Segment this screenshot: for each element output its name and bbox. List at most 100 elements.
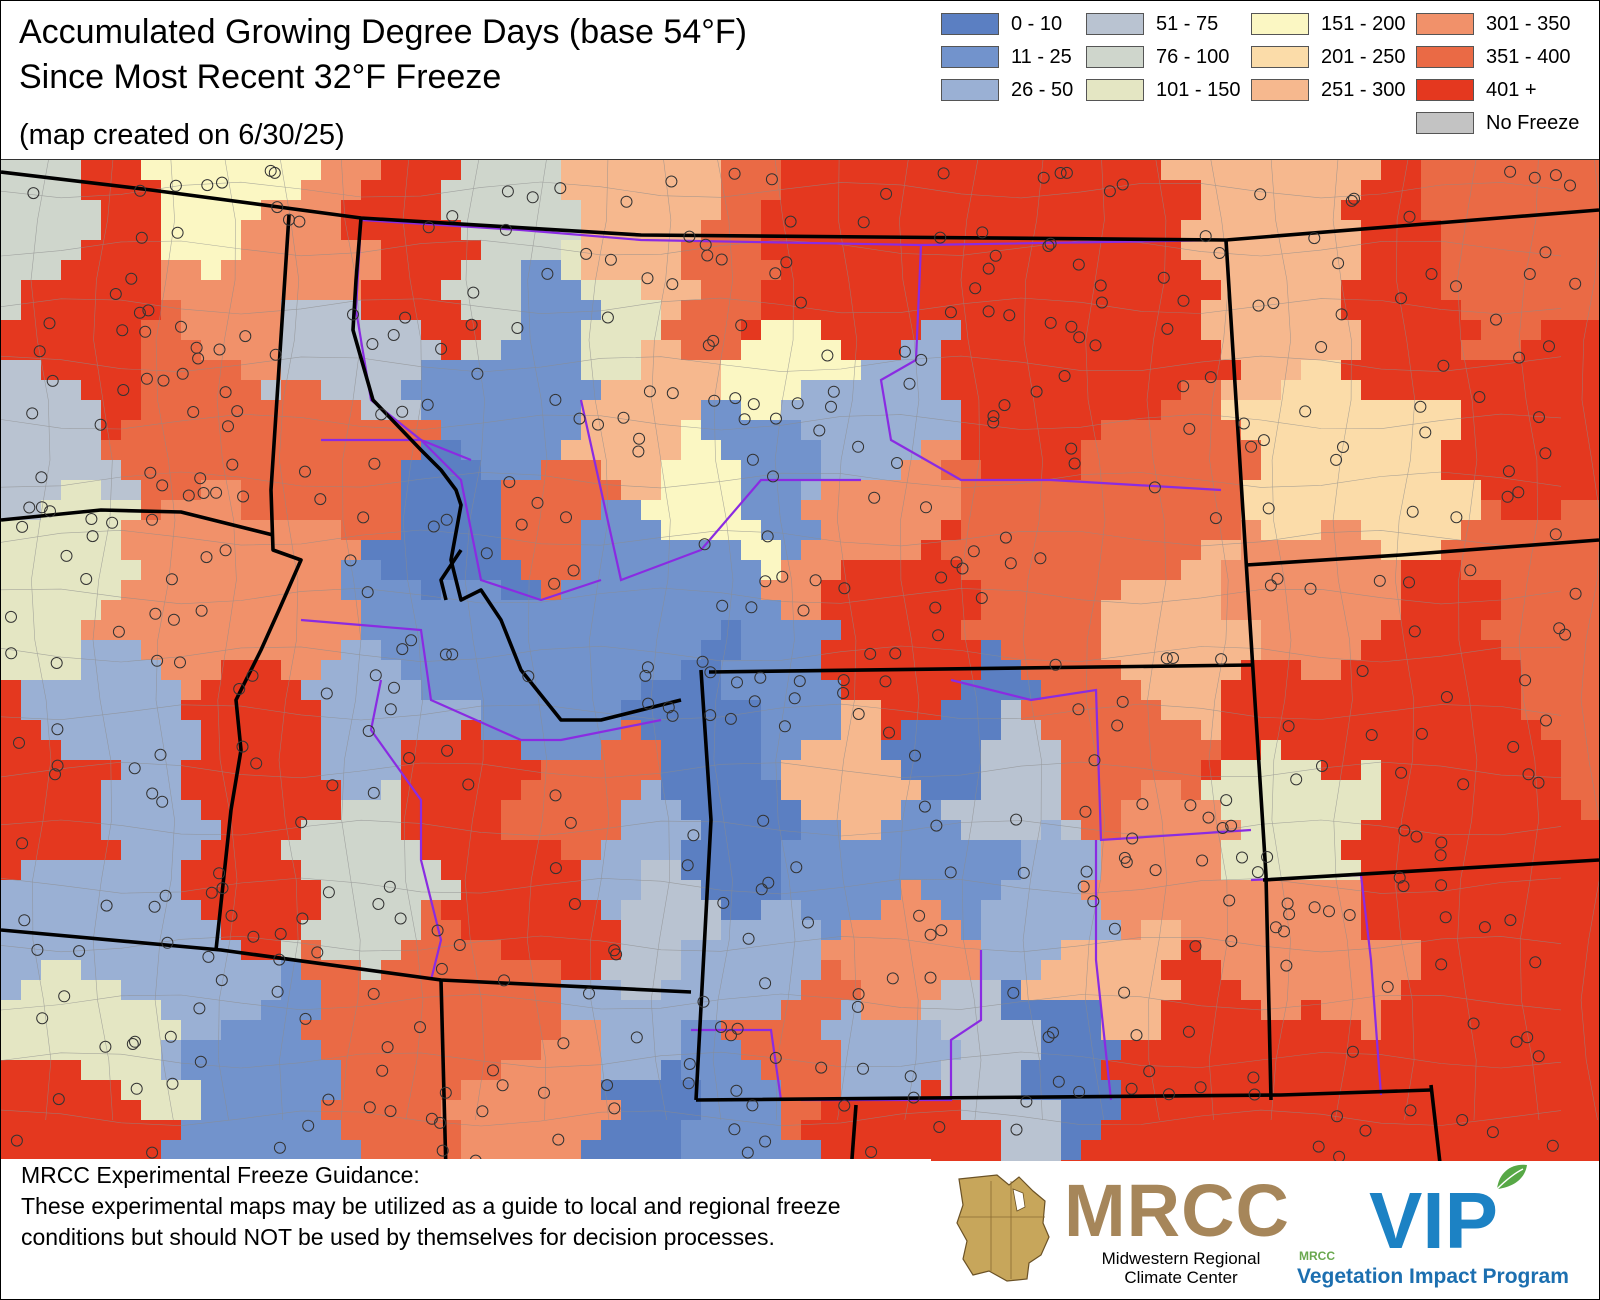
gdd-cell <box>1301 400 1322 421</box>
gdd-cell <box>1021 540 1042 561</box>
gdd-cell <box>501 840 522 861</box>
gdd-cell <box>1181 300 1202 321</box>
gdd-cell <box>881 440 902 461</box>
gdd-cell <box>21 1140 42 1161</box>
gdd-cell <box>901 940 922 961</box>
gdd-cell <box>961 820 982 841</box>
gdd-cell <box>841 500 862 521</box>
gdd-cell <box>1421 300 1442 321</box>
gdd-cell <box>881 1100 902 1121</box>
gdd-cell <box>1541 380 1562 401</box>
gdd-cell <box>1201 440 1222 461</box>
gdd-cell <box>661 380 682 401</box>
gdd-cell <box>1481 1020 1502 1041</box>
gdd-cell <box>581 180 602 201</box>
gdd-cell <box>661 800 682 821</box>
gdd-cell <box>1361 680 1382 701</box>
gdd-cell <box>1241 900 1262 921</box>
gdd-cell <box>1381 600 1402 621</box>
gdd-cell <box>1341 460 1362 481</box>
gdd-cell <box>461 660 482 681</box>
gdd-cell <box>1101 520 1122 541</box>
gdd-cell <box>921 980 942 1001</box>
gdd-cell <box>1041 800 1062 821</box>
gdd-cell <box>1581 760 1599 781</box>
gdd-cell <box>1381 420 1402 441</box>
gdd-cell <box>1101 420 1122 441</box>
gdd-cell <box>321 520 342 541</box>
gdd-cell <box>1101 240 1122 261</box>
station-marker <box>26 407 39 420</box>
gdd-cell <box>1301 900 1322 921</box>
station-marker <box>920 501 932 514</box>
gdd-cell <box>1381 180 1402 201</box>
gdd-cell <box>1541 440 1562 461</box>
gdd-cell <box>1581 480 1599 501</box>
gdd-cell <box>781 400 802 421</box>
gdd-cell <box>141 480 162 501</box>
station-marker <box>1216 822 1229 834</box>
gdd-cell <box>321 900 342 921</box>
gdd-cell <box>301 1020 322 1041</box>
gdd-cell <box>1501 340 1522 361</box>
gdd-cell <box>841 540 862 561</box>
gdd-cell <box>921 860 942 881</box>
gdd-cell <box>41 1040 62 1061</box>
gdd-cell <box>601 640 622 661</box>
gdd-cell <box>681 260 702 281</box>
station-marker <box>302 1119 315 1132</box>
gdd-cell <box>1321 1060 1342 1081</box>
gdd-cell <box>1541 400 1562 421</box>
gdd-cell <box>861 780 882 801</box>
gdd-cell <box>221 280 242 301</box>
gdd-cell <box>1161 460 1182 481</box>
gdd-cell <box>1401 260 1422 281</box>
gdd-cell <box>641 360 662 381</box>
gdd-cell <box>861 320 882 341</box>
gdd-cell <box>1281 220 1302 241</box>
gdd-cell <box>1301 540 1322 561</box>
gdd-cell <box>1301 740 1322 761</box>
gdd-cell <box>121 1040 142 1061</box>
gdd-cell <box>241 240 262 261</box>
gdd-cell <box>1181 160 1202 181</box>
gdd-cell <box>481 280 502 301</box>
gdd-cell <box>1361 1060 1382 1081</box>
gdd-cell <box>921 560 942 581</box>
gdd-cell <box>321 440 342 461</box>
gdd-cell <box>561 500 582 521</box>
station-marker <box>1435 879 1448 892</box>
gdd-cell <box>761 780 782 801</box>
gdd-cell <box>141 960 162 981</box>
gdd-cell <box>241 1020 262 1041</box>
gdd-cell <box>1381 240 1402 261</box>
station-marker <box>765 173 778 186</box>
gdd-cell <box>781 1060 802 1081</box>
gdd-cell <box>1341 180 1362 201</box>
gdd-cell <box>1301 780 1322 801</box>
station-marker <box>883 726 895 739</box>
gdd-cell <box>441 500 462 521</box>
gdd-cell <box>981 1020 1002 1041</box>
gdd-cell <box>121 280 142 301</box>
gdd-cell <box>481 400 502 421</box>
gdd-cell <box>121 840 142 861</box>
gdd-cell <box>361 940 382 961</box>
gdd-cell <box>1301 960 1322 981</box>
gdd-cell <box>701 860 722 881</box>
gdd-cell <box>1261 960 1282 981</box>
gdd-cell <box>1221 1060 1242 1081</box>
gdd-cell <box>541 940 562 961</box>
gdd-cell <box>281 320 302 341</box>
gdd-cell <box>1061 1040 1082 1061</box>
station-marker <box>169 179 182 192</box>
gdd-cell <box>801 800 822 821</box>
station-marker <box>837 674 850 687</box>
gdd-cell <box>1181 380 1202 401</box>
gdd-cell <box>281 840 302 861</box>
gdd-cell <box>841 1080 862 1101</box>
gdd-cell <box>1501 1020 1522 1041</box>
gdd-cell <box>1 980 22 1001</box>
station-marker <box>375 408 388 421</box>
